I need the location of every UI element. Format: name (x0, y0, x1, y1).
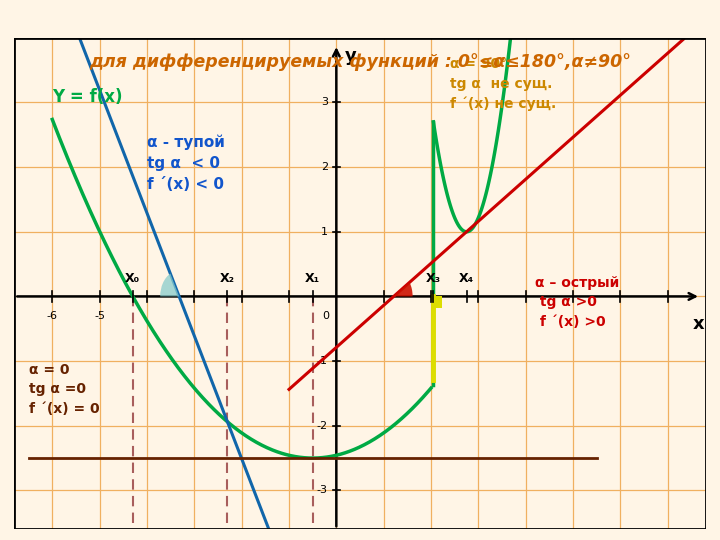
Text: 3: 3 (321, 97, 328, 107)
Text: 2: 2 (320, 162, 328, 172)
Text: α – острый
 tg α >0
 f ´(x) >0: α – острый tg α >0 f ´(x) >0 (535, 275, 619, 328)
Text: X₄: X₄ (459, 272, 474, 285)
Text: -5: -5 (94, 310, 105, 321)
Text: y: y (345, 48, 356, 65)
Text: -3: -3 (317, 485, 328, 495)
Text: X₀: X₀ (125, 272, 140, 285)
Text: -6: -6 (47, 310, 58, 321)
Text: α = 90°
tg α  не сущ.
f ´(x) не сущ.: α = 90° tg α не сущ. f ´(x) не сущ. (450, 57, 557, 111)
Text: 0: 0 (323, 310, 330, 321)
Text: Y = f(x): Y = f(x) (53, 89, 123, 106)
Bar (433, 296, 442, 308)
Text: α = 0
tg α =0
f ´(x) = 0: α = 0 tg α =0 f ´(x) = 0 (29, 363, 99, 416)
Text: x: x (693, 314, 704, 333)
Text: для дифференцируемых функций : 0°≤α≤180°,α≠90°: для дифференцируемых функций : 0°≤α≤180°… (89, 52, 631, 71)
Text: -1: -1 (317, 356, 328, 366)
Text: X₃: X₃ (426, 272, 441, 285)
Wedge shape (394, 282, 413, 296)
Text: X₂: X₂ (220, 272, 235, 285)
Text: α - тупой
tg α  < 0
f ´(x) < 0: α - тупой tg α < 0 f ´(x) < 0 (147, 135, 225, 192)
Wedge shape (160, 274, 179, 296)
Text: 1: 1 (321, 227, 328, 237)
Text: -2: -2 (317, 421, 328, 431)
Text: X₁: X₁ (305, 272, 320, 285)
